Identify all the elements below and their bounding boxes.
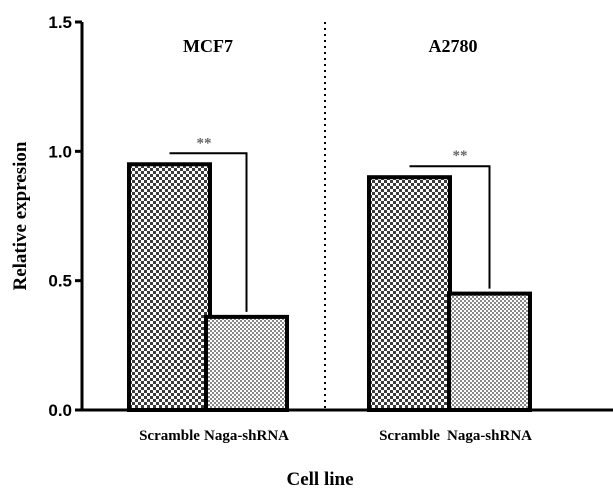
category-label: Naga-shRNA	[204, 428, 289, 444]
bar-mcf7-scramble	[127, 162, 212, 412]
y-axis-title: Relative expresion	[10, 141, 31, 290]
y-tick-label: 1.5	[48, 13, 72, 32]
significance-bracket	[169, 152, 248, 312]
bar-a2780-scramble	[367, 175, 452, 412]
significance-bracket	[409, 165, 491, 289]
significance-label: **	[453, 148, 468, 164]
bars	[127, 162, 532, 413]
y-tick-label: 0.0	[48, 401, 72, 420]
y-ticks: 0.0 0.5 1.0 1.5	[48, 13, 82, 420]
y-tick-label: 1.0	[48, 142, 72, 161]
bar-mcf7-naga-shrna	[204, 314, 289, 413]
group-labels: MCF7 A2780	[183, 36, 477, 56]
category-label: Scramble	[379, 428, 440, 444]
x-axis-title: Cell line	[286, 469, 353, 490]
group-label: MCF7	[183, 36, 233, 56]
category-labels: Scramble Naga-shRNA Scramble Naga-shRNA	[139, 428, 532, 444]
y-tick-label: 0.5	[48, 272, 72, 291]
bar-a2780-naga-shrna	[447, 291, 532, 413]
significance-label: **	[197, 135, 212, 151]
significance-markers: ** **	[169, 135, 491, 312]
group-label: A2780	[429, 36, 478, 56]
category-label: Naga-shRNA	[447, 428, 532, 444]
category-label: Scramble	[139, 428, 200, 444]
